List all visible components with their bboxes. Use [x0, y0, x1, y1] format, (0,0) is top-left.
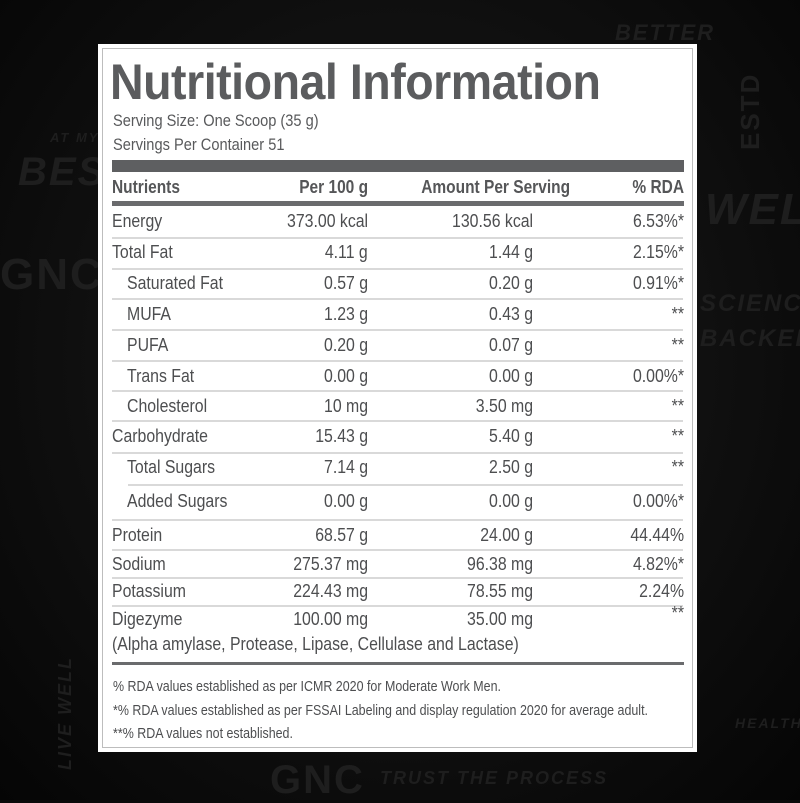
per-100g-value: 0.00 g — [323, 366, 368, 386]
header-nutrients: Nutrients — [112, 177, 180, 197]
servings-per-container: Servings Per Container 51 — [113, 135, 285, 154]
per-100g-value: 373.00 kcal — [286, 211, 368, 231]
nutrient-name: Potassium — [112, 581, 186, 601]
per-100g-value: 0.57 g — [323, 273, 368, 293]
watermark-better: BETTER — [615, 20, 715, 45]
label-title: Nutritional Information — [110, 54, 601, 110]
row-separator — [112, 577, 683, 579]
nutrient-name: Total Fat — [112, 242, 173, 262]
per-100g-value: 100.00 mg — [293, 609, 368, 629]
card-border — [102, 48, 693, 748]
rda-value: 6.53%* — [632, 211, 684, 231]
per-serving-value: 0.43 g — [488, 304, 533, 324]
per-100g-value: 7.14 g — [323, 457, 368, 477]
header-rda: % RDA — [632, 177, 684, 197]
nutrient-name: Sodium — [112, 554, 166, 574]
per-100g-value: 68.57 g — [315, 525, 368, 545]
watermark-gnc-left: GNC — [0, 250, 104, 299]
row-separator — [112, 420, 683, 422]
rda-value: ** — [671, 396, 684, 416]
rda-value: 0.00%* — [632, 491, 684, 511]
footnote-fssai: *% RDA values established as per FSSAI L… — [113, 702, 648, 719]
rda-value: 0.91%* — [632, 273, 684, 293]
per-serving-value: 2.50 g — [488, 457, 533, 477]
watermark-estd: ESTD — [735, 72, 765, 150]
per-serving-value: 0.07 g — [488, 335, 533, 355]
nutrient-name: Energy — [112, 211, 163, 231]
row-separator — [112, 298, 683, 300]
nutrition-label-card: Nutritional Information Serving Size: On… — [98, 44, 697, 752]
per-100g-value: 1.23 g — [323, 304, 368, 324]
nutrient-name: Cholesterol — [127, 396, 208, 416]
watermark-science: SCIENCE — [700, 290, 800, 317]
row-separator — [112, 360, 683, 362]
rda-value: ** — [671, 457, 684, 477]
rda-value: 4.82%* — [632, 554, 684, 574]
footnote-icmr: % RDA values established as per ICMR 202… — [113, 678, 501, 695]
watermark-trust: TRUST THE PROCESS — [380, 768, 609, 788]
per-100g-value: 15.43 g — [315, 426, 368, 446]
row-separator — [112, 390, 683, 392]
watermark-health: HEALTH — [735, 715, 800, 731]
per-100g-value: 224.43 mg — [293, 581, 368, 601]
per-100g-value: 0.20 g — [323, 335, 368, 355]
header-amount-per-serving: Amount Per Serving — [421, 177, 570, 197]
watermark-gnc-bottom: GNC — [270, 758, 365, 802]
rda-value: 2.15%* — [632, 242, 684, 262]
watermark-at-my: AT MY — [50, 130, 100, 145]
row-separator — [112, 329, 683, 331]
row-separator — [112, 519, 683, 521]
per-serving-value: 0.20 g — [488, 273, 533, 293]
header-per-100g: Per 100 g — [299, 177, 368, 197]
divider-header — [112, 201, 684, 206]
rda-value: 0.00%* — [632, 366, 684, 386]
watermark-well: WELL — [705, 185, 800, 234]
nutrient-name: Added Sugars — [127, 491, 228, 511]
per-serving-value: 1.44 g — [488, 242, 533, 262]
nutrient-name: Total Sugars — [127, 457, 216, 477]
per-serving-value: 96.38 mg — [466, 554, 533, 574]
footnote-not-established: **% RDA values not established. — [113, 725, 293, 742]
row-separator — [112, 268, 683, 270]
rda-value: 44.44% — [630, 525, 684, 545]
per-serving-value: 130.56 kcal — [451, 211, 533, 231]
per-100g-value: 0.00 g — [323, 491, 368, 511]
rda-value: ** — [671, 304, 684, 324]
per-100g-value: 4.11 g — [325, 242, 368, 262]
per-serving-value: 24.00 g — [480, 525, 533, 545]
rda-value: ** — [671, 426, 684, 446]
nutrient-name: MUFA — [127, 304, 172, 324]
divider-footer — [112, 662, 684, 665]
serving-size: Serving Size: One Scoop (35 g) — [113, 111, 319, 130]
per-serving-value: 35.00 mg — [466, 609, 533, 629]
rda-value: 2.24% — [639, 581, 684, 601]
row-separator-indented — [128, 484, 683, 486]
per-serving-value: 0.00 g — [488, 491, 533, 511]
watermark-live-well: LIVE WELL — [55, 656, 75, 770]
per-serving-value: 0.00 g — [488, 366, 533, 386]
row-separator — [112, 605, 683, 607]
row-separator — [112, 452, 683, 454]
row-separator — [112, 549, 683, 551]
table-header: Nutrients Per 100 g Amount Per Serving %… — [112, 175, 684, 201]
nutrient-name: Saturated Fat — [127, 273, 223, 293]
nutrient-name: Trans Fat — [127, 366, 195, 386]
per-serving-value: 3.50 mg — [475, 396, 533, 416]
watermark-backed: BACKED — [700, 325, 800, 352]
per-100g-value: 275.37 mg — [293, 554, 368, 574]
nutrient-name: Protein — [112, 525, 163, 545]
digezyme-note: (Alpha amylase, Protease, Lipase, Cellul… — [112, 634, 519, 654]
row-separator — [112, 237, 683, 239]
nutrient-name: Digezyme — [112, 609, 183, 629]
per-100g-value: 10 mg — [323, 396, 368, 416]
nutrient-name: PUFA — [127, 335, 169, 355]
rda-value: ** — [671, 335, 684, 355]
rda-value: ** — [671, 603, 684, 623]
divider-thick — [112, 160, 684, 172]
per-serving-value: 78.55 mg — [466, 581, 533, 601]
nutrient-name: Carbohydrate — [112, 426, 208, 446]
per-serving-value: 5.40 g — [488, 426, 533, 446]
